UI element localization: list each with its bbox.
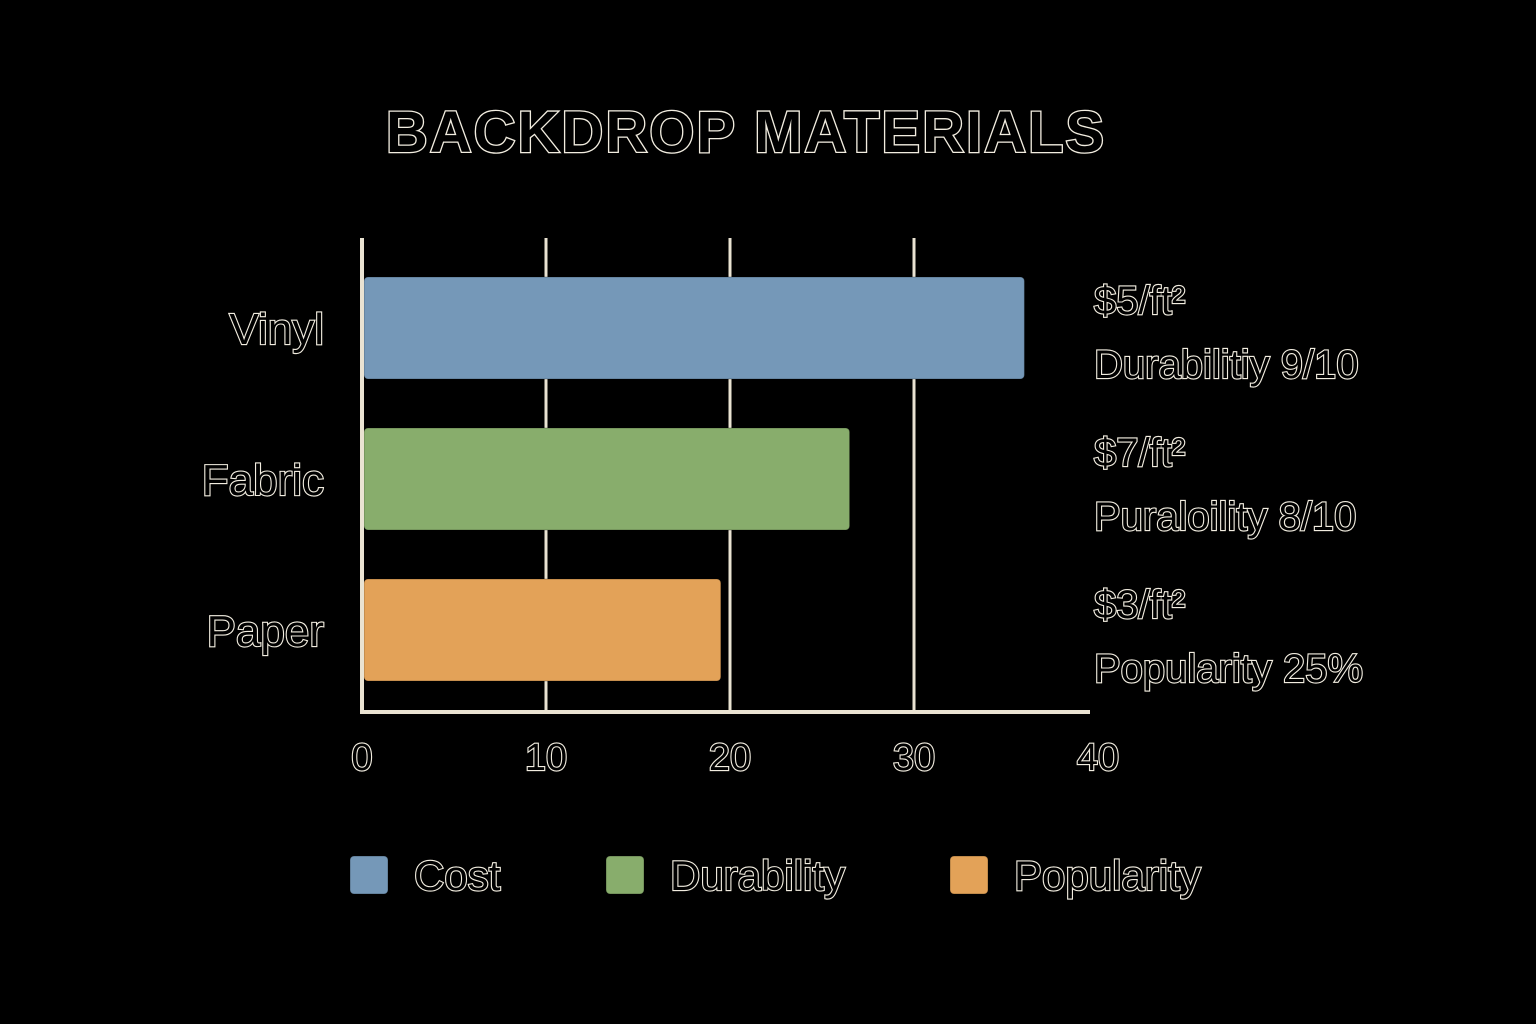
legend-label-popularity: Popularity xyxy=(1014,852,1201,899)
annotation-rating-1: Puraloility 8/10 xyxy=(1094,495,1356,539)
legend-swatch-popularity xyxy=(949,855,989,895)
legend-label-durability: Durability xyxy=(670,852,845,899)
bar-fabric xyxy=(363,427,851,531)
bars xyxy=(363,276,1025,682)
chart-title: BACKDROP MATERIALS xyxy=(386,100,1106,165)
legend-swatch-durability xyxy=(605,855,645,895)
annotation-price-1: $7/ft² xyxy=(1094,431,1185,475)
annotation-rating-2: Popularity 25% xyxy=(1094,647,1363,691)
legend: Cost Durability Popularity xyxy=(349,851,1202,900)
x-tick-label-3: 30 xyxy=(893,737,935,779)
x-tick-labels: 0 10 20 30 40 xyxy=(350,736,1120,780)
bar-annotations: $5/ft² Durabilitiy 9/10 $7/ft² Puraloility … xyxy=(1093,278,1364,692)
bar-paper xyxy=(363,578,722,682)
legend-label-cost: Cost xyxy=(414,852,501,899)
x-tick-label-0: 0 xyxy=(351,737,372,779)
annotation-rating-0: Durabilitiy 9/10 xyxy=(1094,343,1359,387)
category-label-vinyl: Vinyl xyxy=(229,305,324,354)
x-tick-label-4: 40 xyxy=(1077,737,1119,779)
annotation-price-0: $5/ft² xyxy=(1094,279,1185,323)
x-tick-label-1: 10 xyxy=(525,737,567,779)
category-label-paper: Paper xyxy=(207,607,324,656)
x-tick-label-2: 20 xyxy=(709,737,751,779)
bar-vinyl xyxy=(363,276,1025,380)
annotation-price-2: $3/ft² xyxy=(1094,583,1185,627)
axes xyxy=(360,238,1090,714)
category-labels: Vinyl Fabric Paper xyxy=(201,304,325,657)
legend-swatch-cost xyxy=(349,855,389,895)
category-label-fabric: Fabric xyxy=(202,456,324,505)
